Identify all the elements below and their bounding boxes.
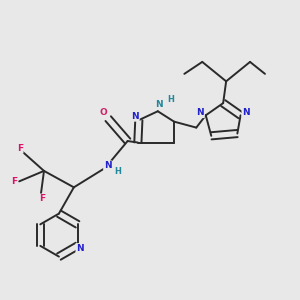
Text: N: N (76, 244, 84, 253)
Text: N: N (104, 161, 111, 170)
Text: N: N (242, 108, 250, 117)
Text: F: F (17, 144, 23, 153)
Text: N: N (155, 100, 163, 109)
Text: H: H (167, 95, 174, 104)
Text: O: O (100, 108, 108, 117)
Text: F: F (11, 177, 17, 186)
Text: N: N (196, 108, 204, 117)
Text: H: H (114, 167, 121, 176)
Text: F: F (39, 194, 46, 203)
Text: N: N (131, 112, 139, 121)
